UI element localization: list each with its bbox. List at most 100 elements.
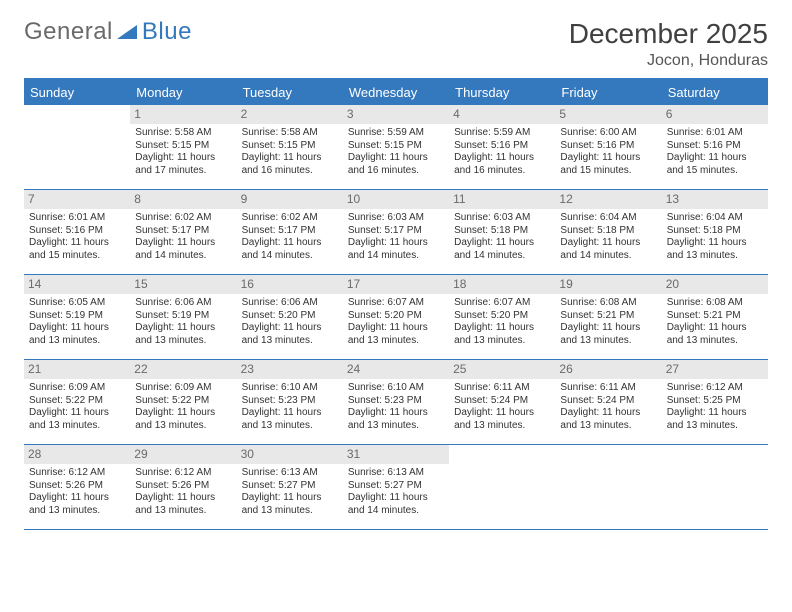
day-info: Sunrise: 6:09 AMSunset: 5:22 PMDaylight:… [135,382,231,432]
week-row: 21Sunrise: 6:09 AMSunset: 5:22 PMDayligh… [24,360,768,445]
weekday-label: Thursday [449,80,555,105]
day-cell: 13Sunrise: 6:04 AMSunset: 5:18 PMDayligh… [662,190,768,274]
daylight-label: Daylight: [667,407,706,418]
daylight-label: Daylight: [454,407,493,418]
day-cell: 29Sunrise: 6:12 AMSunset: 5:26 PMDayligh… [130,445,236,529]
daylight-label: Daylight: [667,237,706,248]
sunrise-label: Sunrise: [29,467,66,478]
sunset-label: Sunset: [242,480,276,491]
day-cell: 17Sunrise: 6:07 AMSunset: 5:20 PMDayligh… [343,275,449,359]
day-info: Sunrise: 6:12 AMSunset: 5:26 PMDaylight:… [29,467,125,517]
day-info: Sunrise: 6:03 AMSunset: 5:18 PMDaylight:… [454,212,550,262]
day-number: 7 [24,190,130,209]
day-info: Sunrise: 6:07 AMSunset: 5:20 PMDaylight:… [348,297,444,347]
day-info: Sunrise: 6:07 AMSunset: 5:20 PMDaylight:… [454,297,550,347]
week-row: 28Sunrise: 6:12 AMSunset: 5:26 PMDayligh… [24,445,768,530]
sunset-value: 5:18 PM [597,225,634,236]
day-number: 2 [237,105,343,124]
sunrise-value: 6:04 AM [706,212,743,223]
sunrise-value: 6:08 AM [600,297,637,308]
sunrise-value: 6:01 AM [706,127,743,138]
sunrise-value: 6:11 AM [600,382,636,393]
day-number: 24 [343,360,449,379]
weekday-label: Tuesday [237,80,343,105]
daylight-label: Daylight: [242,152,281,163]
day-info: Sunrise: 6:12 AMSunset: 5:26 PMDaylight:… [135,467,231,517]
day-number: 11 [449,190,555,209]
day-number: 12 [555,190,661,209]
day-info: Sunrise: 6:04 AMSunset: 5:18 PMDaylight:… [667,212,763,262]
sunrise-value: 6:01 AM [68,212,105,223]
sunrise-value: 6:02 AM [175,212,212,223]
day-info: Sunrise: 6:08 AMSunset: 5:21 PMDaylight:… [667,297,763,347]
daylight-label: Daylight: [29,492,68,503]
day-info: Sunrise: 6:02 AMSunset: 5:17 PMDaylight:… [135,212,231,262]
sunset-value: 5:26 PM [66,480,103,491]
daylight-label: Daylight: [454,322,493,333]
daylight-label: Daylight: [560,152,599,163]
sunrise-value: 6:00 AM [600,127,637,138]
sunrise-label: Sunrise: [348,127,385,138]
week-row: 7Sunrise: 6:01 AMSunset: 5:16 PMDaylight… [24,190,768,275]
sunset-label: Sunset: [242,310,276,321]
daylight-label: Daylight: [29,322,68,333]
sunrise-label: Sunrise: [242,382,279,393]
sunset-label: Sunset: [135,395,169,406]
sunset-label: Sunset: [135,225,169,236]
week-row: 14 Sunrise: 6:05 AM Sunset: 5:19 PM Dayligh… [24,275,768,360]
day-number: 1 [130,105,236,124]
sunset-value: 5:17 PM [172,225,209,236]
sunset-value: 5:20 PM [278,310,315,321]
sunset-value: 5:18 PM [491,225,528,236]
day-number: 22 [130,360,236,379]
day-info: Sunrise: 5:59 AMSunset: 5:15 PMDaylight:… [348,127,444,177]
daylight-label: Daylight: [560,407,599,418]
sunset-value: 5:15 PM [278,140,315,151]
sunset-label: Sunset: [242,225,276,236]
sunrise-label: Sunrise: [454,297,491,308]
day-number: 15 [130,275,236,294]
sunrise-label: Sunrise: [135,297,172,308]
sunset-value: 5:19 PM [172,310,209,321]
day-cell: 18 Sunrise: 6:07 AMSunset: 5:20 PMDayligh… [449,275,555,359]
day-number: 18 [449,275,555,294]
day-number: 10 [343,190,449,209]
day-number: 31 [343,445,449,464]
day-number: 3 [343,105,449,124]
sunrise-label: Sunrise: [667,212,704,223]
daylight-label: Daylight: [135,152,174,163]
sunset-label: Sunset: [667,310,701,321]
weekday-label: Saturday [662,80,768,105]
sunrise-label: Sunrise: [348,212,385,223]
sunset-value: 5:21 PM [703,310,740,321]
daylight-label: Daylight: [348,237,387,248]
sunrise-value: 6:07 AM [387,297,424,308]
sunset-value: 5:16 PM [703,140,740,151]
daylight-label: Daylight: [242,407,281,418]
sunrise-value: 6:05 AM [68,297,105,308]
sunrise-label: Sunrise: [348,467,385,478]
sunset-value: 5:27 PM [278,480,315,491]
sunset-label: Sunset: [348,140,382,151]
day-number: 30 [237,445,343,464]
daylight-label: Daylight: [667,322,706,333]
sunset-label: Sunset: [560,310,594,321]
calendar: SundayMondayTuesdayWednesdayThursdayFrid… [24,78,768,530]
sunset-label: Sunset: [560,225,594,236]
day-cell: 21Sunrise: 6:09 AMSunset: 5:22 PMDayligh… [24,360,130,444]
sunset-label: Sunset: [454,140,488,151]
day-info: Sunrise: 6:05 AMSunset: 5:19 PMDaylight:… [29,297,125,347]
daylight-label: Daylight: [560,237,599,248]
sunset-value: 5:27 PM [385,480,422,491]
day-number: 27 [662,360,768,379]
day-number: 14 [24,275,130,294]
sunrise-label: Sunrise: [242,297,279,308]
page-title: December 2025 [569,18,768,50]
sunset-label: Sunset: [560,395,594,406]
sunrise-label: Sunrise: [135,127,172,138]
sunset-value: 5:21 PM [597,310,634,321]
day-cell [662,445,768,529]
day-info: Sunrise: 6:12 AMSunset: 5:25 PMDaylight:… [667,382,763,432]
sunset-label: Sunset: [29,310,63,321]
day-number: 23 [237,360,343,379]
